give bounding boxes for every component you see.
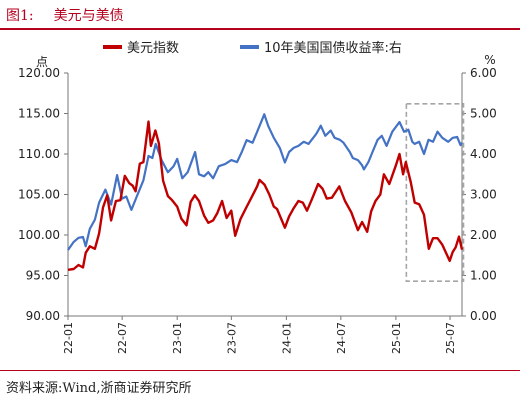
- left-tick-label: 100.00: [18, 228, 60, 242]
- chart-area: 120.00 115.00 110.00 105.00 100.00 95.00 90.00…: [18, 40, 497, 354]
- right-tick-label: 4.00: [470, 147, 497, 161]
- highlight-box: [405, 102, 465, 282]
- x-tick-label: 25-01: [390, 322, 403, 354]
- right-tick-label: 6.00: [470, 66, 497, 80]
- right-tick-label: 1.00: [470, 269, 497, 283]
- right-axis-unit: %: [484, 53, 495, 67]
- series-line-dollar-index: [67, 120, 464, 271]
- source-note: 资料来源:Wind,浙商证券研究所: [6, 381, 192, 396]
- legend-label: 美元指数: [127, 41, 179, 56]
- left-tick-label: 95.00: [26, 269, 60, 283]
- legend-label: 10年美国国债收益率:右: [264, 40, 402, 56]
- x-tick-label: 22-01: [62, 322, 75, 354]
- left-tick-label: 120.00: [18, 66, 60, 80]
- bottom-rule: [0, 370, 520, 371]
- x-tick-label: 22-07: [116, 322, 129, 354]
- left-tick-label: 105.00: [18, 188, 60, 202]
- x-tick-label: 23-01: [171, 322, 184, 354]
- right-tick-label: 2.00: [470, 228, 497, 242]
- right-tick-label: 5.00: [470, 107, 497, 121]
- top-rule: [0, 28, 520, 30]
- left-tick-label: 115.00: [18, 107, 60, 121]
- x-tick-label: 24-07: [335, 322, 348, 354]
- left-axis-unit: 点: [36, 55, 48, 69]
- left-tick-label: 110.00: [18, 147, 60, 161]
- x-tick-label: 23-07: [225, 322, 238, 354]
- left-tick-label: 90.00: [26, 309, 60, 323]
- x-tick-label: 24-01: [280, 322, 293, 354]
- right-tick-label: 3.00: [470, 188, 497, 202]
- x-tick-label: 25-07: [444, 322, 457, 354]
- right-tick-label: 0.00: [470, 309, 497, 323]
- figure-title: 图1: 美元与美债: [6, 8, 124, 24]
- series-line-ust10y: [67, 113, 463, 251]
